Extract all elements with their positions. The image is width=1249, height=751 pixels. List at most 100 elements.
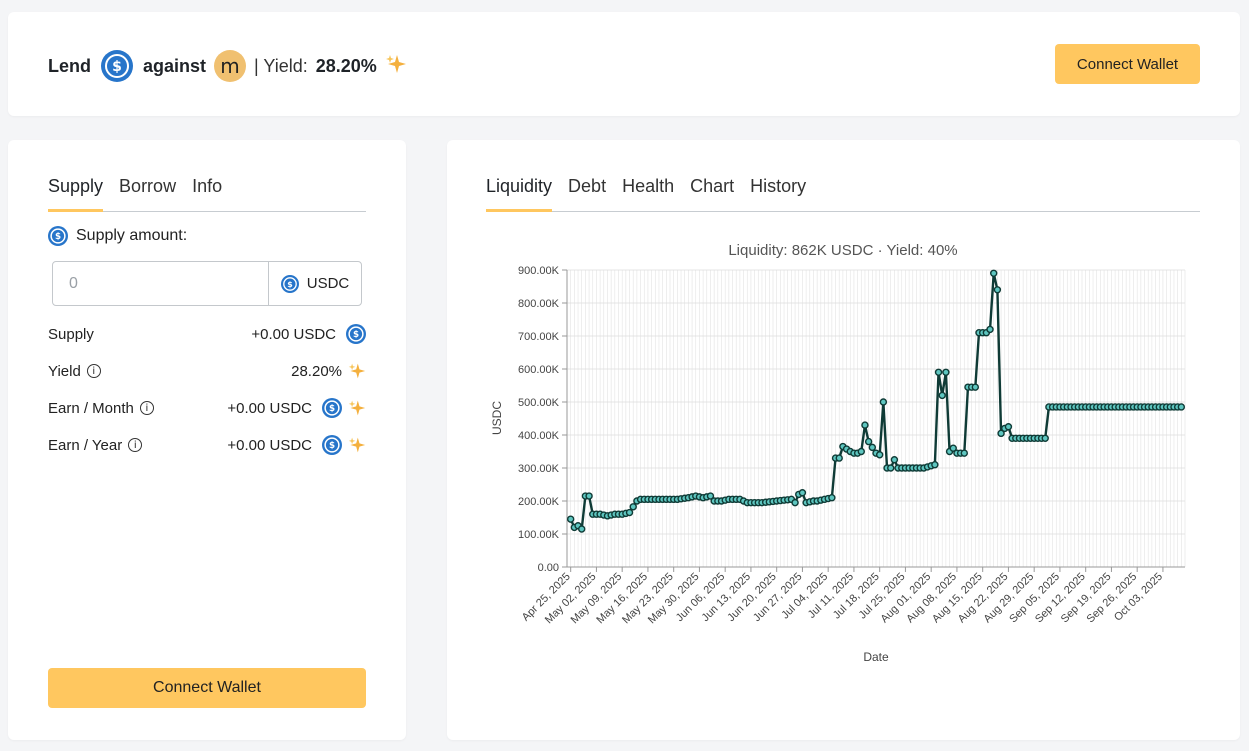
liquidity-data-point (997, 429, 1005, 438)
liquidity-data-point (971, 383, 980, 391)
usdc-coin-icon: $ (322, 435, 342, 455)
market-title: Lend $ against m | Yield: 28.20% (48, 50, 407, 82)
liquidity-data-point (625, 508, 634, 517)
liquidity-data-point (960, 449, 968, 457)
info-icon[interactable]: i (86, 364, 101, 378)
unit-label: USDC (306, 275, 350, 292)
liquidity-data-point (578, 525, 586, 533)
sparkles-icon (348, 436, 366, 454)
supply-connect-wallet-button[interactable]: Connect Wallet (48, 668, 366, 708)
usdc-coin-icon: $ (322, 398, 342, 418)
tab-chart[interactable]: Chart (690, 176, 735, 196)
liquidity-data-point (1004, 423, 1013, 431)
liquidity-data-point (864, 437, 873, 446)
yield-row: Yield i 28.20% (48, 360, 366, 382)
liquidity-data-point (938, 391, 946, 400)
supply-amount-input[interactable] (53, 262, 268, 305)
svg-text:$: $ (353, 330, 359, 340)
liquidity-data-point (861, 421, 869, 429)
usdc-coin-icon: $ (48, 226, 68, 246)
liquidity-chart-svg: 0.00 100.00K 200.00K 300.00K 400.00K 500.00K 6… (490, 242, 1186, 664)
svg-text:$: $ (55, 232, 61, 242)
liquidity-data-point (942, 368, 950, 377)
earn-year-value: +0.00 USDC (227, 436, 312, 454)
x-axis-label: Date (863, 650, 889, 664)
liquidity-data-point (835, 454, 843, 462)
earn-month-label: Earn / Month (48, 399, 134, 417)
supply-amount-text: Supply amount: (76, 227, 188, 244)
liquidity-data-point (990, 269, 998, 277)
supply-amount-label: $ Supply amount: (48, 226, 187, 246)
liquidity-data-point (879, 398, 888, 406)
y-axis-label: USDC (490, 401, 504, 435)
y-tick-label: 800.00K (518, 298, 560, 310)
tab-liquidity[interactable]: Liquidity (486, 176, 553, 212)
liquidity-data-point (934, 368, 943, 377)
info-icon[interactable]: i (128, 438, 143, 452)
lend-label: Lend (48, 55, 91, 76)
y-tick-label: 900.00K (518, 265, 560, 277)
svg-text:$: $ (329, 441, 335, 451)
liquidity-data-point (706, 492, 715, 500)
liquidity-data-point (629, 503, 637, 511)
liquidity-data-point (791, 498, 799, 507)
liquidity-data-point (875, 451, 884, 459)
y-tick-label: 400.00K (518, 430, 560, 442)
y-tick-label: 200.00K (518, 496, 560, 508)
y-tick-label: 100.00K (518, 529, 560, 541)
sparkles-icon (385, 53, 407, 80)
liquidity-chart: 0.00 100.00K 200.00K 300.00K 400.00K 500.00K 6… (447, 230, 1240, 740)
tab-debt[interactable]: Debt (568, 176, 607, 196)
y-tick-label: 600.00K (518, 364, 560, 376)
sparkles-icon (348, 399, 366, 417)
market-tabs: Liquidity Debt Health Chart History (486, 176, 1200, 212)
liquidity-data-point (1177, 403, 1186, 411)
liquidity-data-point (1041, 434, 1049, 443)
supply-tabs: Supply Borrow Info (48, 176, 366, 212)
liquidity-data-point (993, 286, 1002, 294)
connect-wallet-button[interactable]: Connect Wallet (1055, 44, 1200, 84)
earn-year-row: Earn / Year i +0.00 USDC $ (48, 434, 366, 456)
usdc-coin-icon: $ (101, 50, 133, 82)
yield-row-value: 28.20% (291, 362, 342, 380)
liquidity-data-point (857, 447, 865, 456)
yield-prefix: | Yield: (254, 55, 308, 76)
supply-panel: Supply Borrow Info $ Supply amount: $ US… (8, 140, 406, 740)
header-card: Lend $ against m | Yield: 28.20% Connect… (8, 12, 1240, 116)
tab-borrow[interactable]: Borrow (119, 176, 177, 196)
info-icon[interactable]: i (139, 401, 154, 415)
liquidity-data-point (566, 515, 575, 523)
yield-row-label: Yield (48, 362, 81, 380)
y-tick-label: 0.00 (538, 562, 559, 574)
liquidity-data-point (949, 444, 957, 452)
tab-health[interactable]: Health (622, 176, 675, 196)
svg-text:$: $ (287, 279, 292, 288)
earn-year-label: Earn / Year (48, 436, 123, 454)
earn-month-row: Earn / Month i +0.00 USDC $ (48, 397, 366, 419)
liquidity-data-point (986, 325, 994, 334)
y-tick-label: 700.00K (518, 331, 560, 343)
liquidity-data-point (887, 464, 895, 472)
chart-title: Liquidity: 862K USDC · Yield: 40% (728, 242, 957, 259)
y-tick-label: 300.00K (518, 463, 560, 475)
supply-amount-field: $ USDC (52, 261, 362, 306)
against-label: against (143, 55, 207, 76)
usdc-coin-icon: $ (280, 274, 299, 293)
supply-row-label: Supply (48, 325, 94, 343)
liquidity-data-point (828, 494, 836, 502)
usdc-coin-icon: $ (346, 324, 366, 344)
unit-selector: $ USDC (268, 262, 361, 305)
supply-row: Supply +0.00 USDC $ (48, 323, 366, 345)
sparkles-icon (348, 362, 366, 380)
tab-history[interactable]: History (750, 176, 807, 196)
earn-month-value: +0.00 USDC (227, 399, 312, 417)
liquidity-data-point (585, 492, 593, 500)
liquidity-data-point (931, 460, 939, 469)
tab-info[interactable]: Info (192, 176, 223, 196)
svg-text:$: $ (329, 404, 335, 414)
liquidity-data-point (798, 489, 807, 497)
tab-supply[interactable]: Supply (48, 176, 104, 212)
y-tick-label: 500.00K (518, 397, 560, 409)
liquidity-data-point (868, 443, 877, 452)
liquidity-data-point (890, 456, 899, 464)
